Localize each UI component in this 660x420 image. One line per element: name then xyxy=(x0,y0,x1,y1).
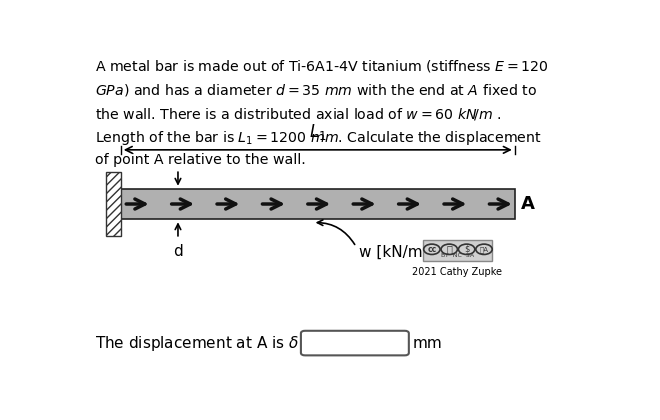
Text: A: A xyxy=(521,195,535,213)
Text: BY  NC  SA: BY NC SA xyxy=(441,253,474,258)
FancyBboxPatch shape xyxy=(301,331,409,355)
Text: ⓈA: ⓈA xyxy=(480,246,488,252)
Bar xyxy=(121,189,515,219)
Text: of point A relative to the wall.: of point A relative to the wall. xyxy=(95,153,306,167)
Text: $: $ xyxy=(464,245,469,254)
Text: the wall. There is a distributed axial load of $w = 60$ $kN\!/m$ .: the wall. There is a distributed axial l… xyxy=(95,106,502,122)
Text: $L_1$: $L_1$ xyxy=(309,122,327,142)
Text: ⓘ: ⓘ xyxy=(446,244,452,254)
Text: d: d xyxy=(173,244,183,259)
Text: mm: mm xyxy=(412,336,442,351)
Text: 2021 Cathy Zupke: 2021 Cathy Zupke xyxy=(412,267,502,277)
Text: A metal bar is made out of Ti-6A1-4V titanium (stiffness $E = 120$: A metal bar is made out of Ti-6A1-4V tit… xyxy=(95,58,549,74)
FancyBboxPatch shape xyxy=(422,240,492,261)
Text: cc: cc xyxy=(427,245,436,254)
Bar xyxy=(106,172,121,236)
Text: w [kN/m]: w [kN/m] xyxy=(359,245,428,260)
Text: The displacement at A is $\delta$ =: The displacement at A is $\delta$ = xyxy=(95,333,316,352)
Text: Length of the bar is $L_1 = 1200$ $mm$. Calculate the displacement: Length of the bar is $L_1 = 1200$ $mm$. … xyxy=(95,129,542,147)
Text: $GPa$) and has a diameter $d = 35$ $mm$ with the end at $A$ fixed to: $GPa$) and has a diameter $d = 35$ $mm$ … xyxy=(95,82,537,98)
